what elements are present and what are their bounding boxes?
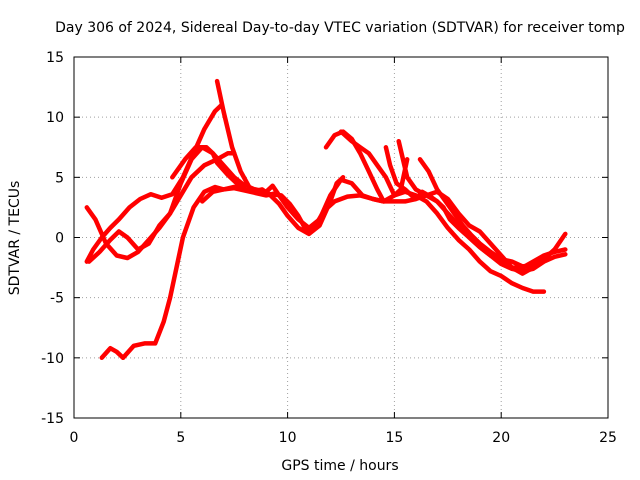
y-tick-labels: -15 -10 -5 0 5 10 15 [41,50,64,427]
y-axis-label: SDTVAR / TECUs [7,181,23,296]
x-tick-label: 25 [599,430,617,446]
x-tick-label: 20 [492,430,510,446]
y-tick-label: 10 [46,110,64,126]
series-line-satellite-track-4 [86,145,248,264]
x-axis-label: GPS time / hours [281,458,398,474]
data-series [84,78,568,361]
series-line-satellite-track-10 [383,145,568,274]
y-tick-label: -10 [41,351,64,367]
x-tick-label: 10 [279,430,297,446]
x-tick-labels: 0 5 10 15 20 25 [70,430,617,446]
series-line-satellite-track-12 [396,138,557,276]
y-tick-label: -15 [41,411,64,427]
grid-lines [74,57,608,418]
series-line-satellite-track-11 [417,157,568,269]
series-line-satellite-track-2 [84,102,224,264]
x-tick-label: 15 [385,430,403,446]
y-tick-label: -5 [50,291,64,307]
series-line-satellite-track-1 [99,184,280,361]
y-tick-label: 5 [55,170,64,186]
chart-title: Day 306 of 2024, Sidereal Day-to-day VTE… [55,20,625,36]
series-line-satellite-track-9 [338,129,410,198]
y-tick-label: 15 [46,50,64,66]
x-tick-label: 5 [176,430,185,446]
axis-ticks [73,56,609,419]
y-tick-label: 0 [55,231,64,247]
x-tick-label: 0 [70,430,79,446]
